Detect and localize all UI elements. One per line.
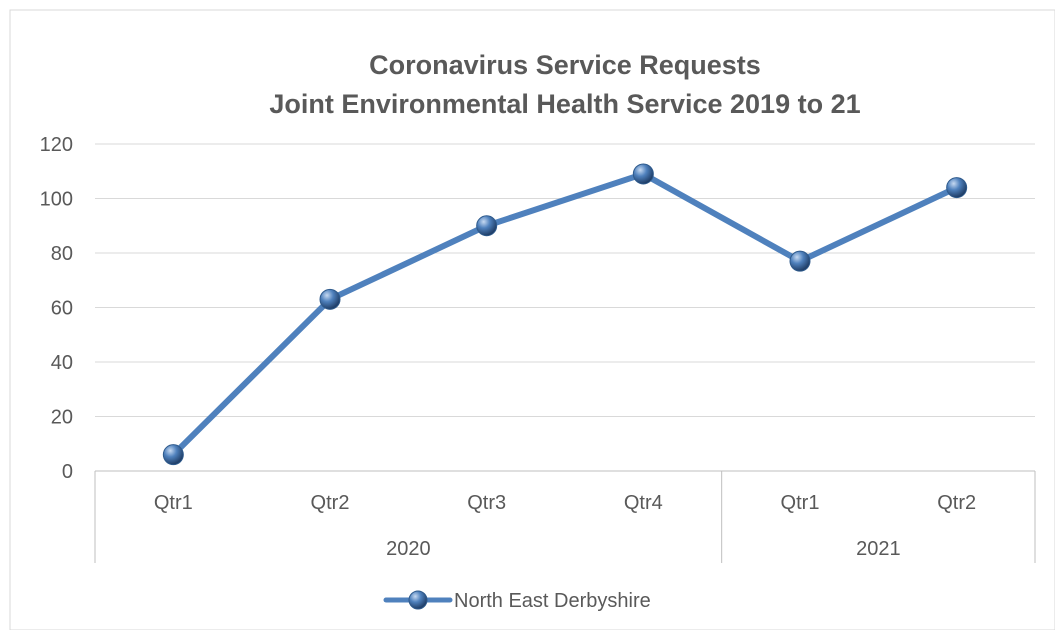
- y-tick-label-100: 100: [40, 189, 73, 211]
- legend: North East Derbyshire: [383, 590, 651, 612]
- x-group-label-2020: 2020: [386, 538, 431, 560]
- y-tick-label-40: 40: [51, 352, 73, 374]
- data-point-0-3: [632, 163, 654, 185]
- legend-label: North East Derbyshire: [454, 590, 651, 612]
- x-axis: Qtr1 Qtr2 Qtr3 Qtr4 Qtr1 Qtr2 2020 2021: [94, 470, 1036, 563]
- data-point-0-1: [319, 288, 341, 310]
- legend-marker: [408, 590, 428, 610]
- series-line-0: [170, 170, 960, 458]
- x-tick-label-2: Qtr3: [467, 492, 506, 514]
- series-north-east-derbyshire: [162, 163, 968, 466]
- x-tick-label-1: Qtr2: [311, 492, 350, 514]
- data-point-0-4: [789, 250, 811, 272]
- x-group-label-2021: 2021: [856, 538, 901, 560]
- chart-title-line-2: Joint Environmental Health Service 2019 …: [269, 89, 860, 119]
- chart-frame: [9, 9, 1055, 630]
- y-tick-label-80: 80: [51, 243, 73, 265]
- y-axis-tick-labels: 0 20 40 60 80 100 120: [40, 134, 73, 483]
- y-tick-label-20: 20: [51, 407, 73, 429]
- x-tick-label-0: Qtr1: [154, 492, 193, 514]
- y-tick-label-120: 120: [40, 134, 73, 156]
- y-tick-label-0: 0: [62, 461, 73, 483]
- x-tick-label-3: Qtr4: [624, 492, 663, 514]
- chart-title-line-1: Coronavirus Service Requests: [369, 50, 761, 80]
- data-point-0-0: [162, 444, 184, 466]
- x-tick-label-5: Qtr2: [937, 492, 976, 514]
- data-point-0-5: [946, 177, 968, 199]
- y-tick-label-60: 60: [51, 298, 73, 320]
- y-gridlines: [95, 143, 1035, 417]
- data-point-0-2: [476, 215, 498, 237]
- x-tick-label-4: Qtr1: [781, 492, 820, 514]
